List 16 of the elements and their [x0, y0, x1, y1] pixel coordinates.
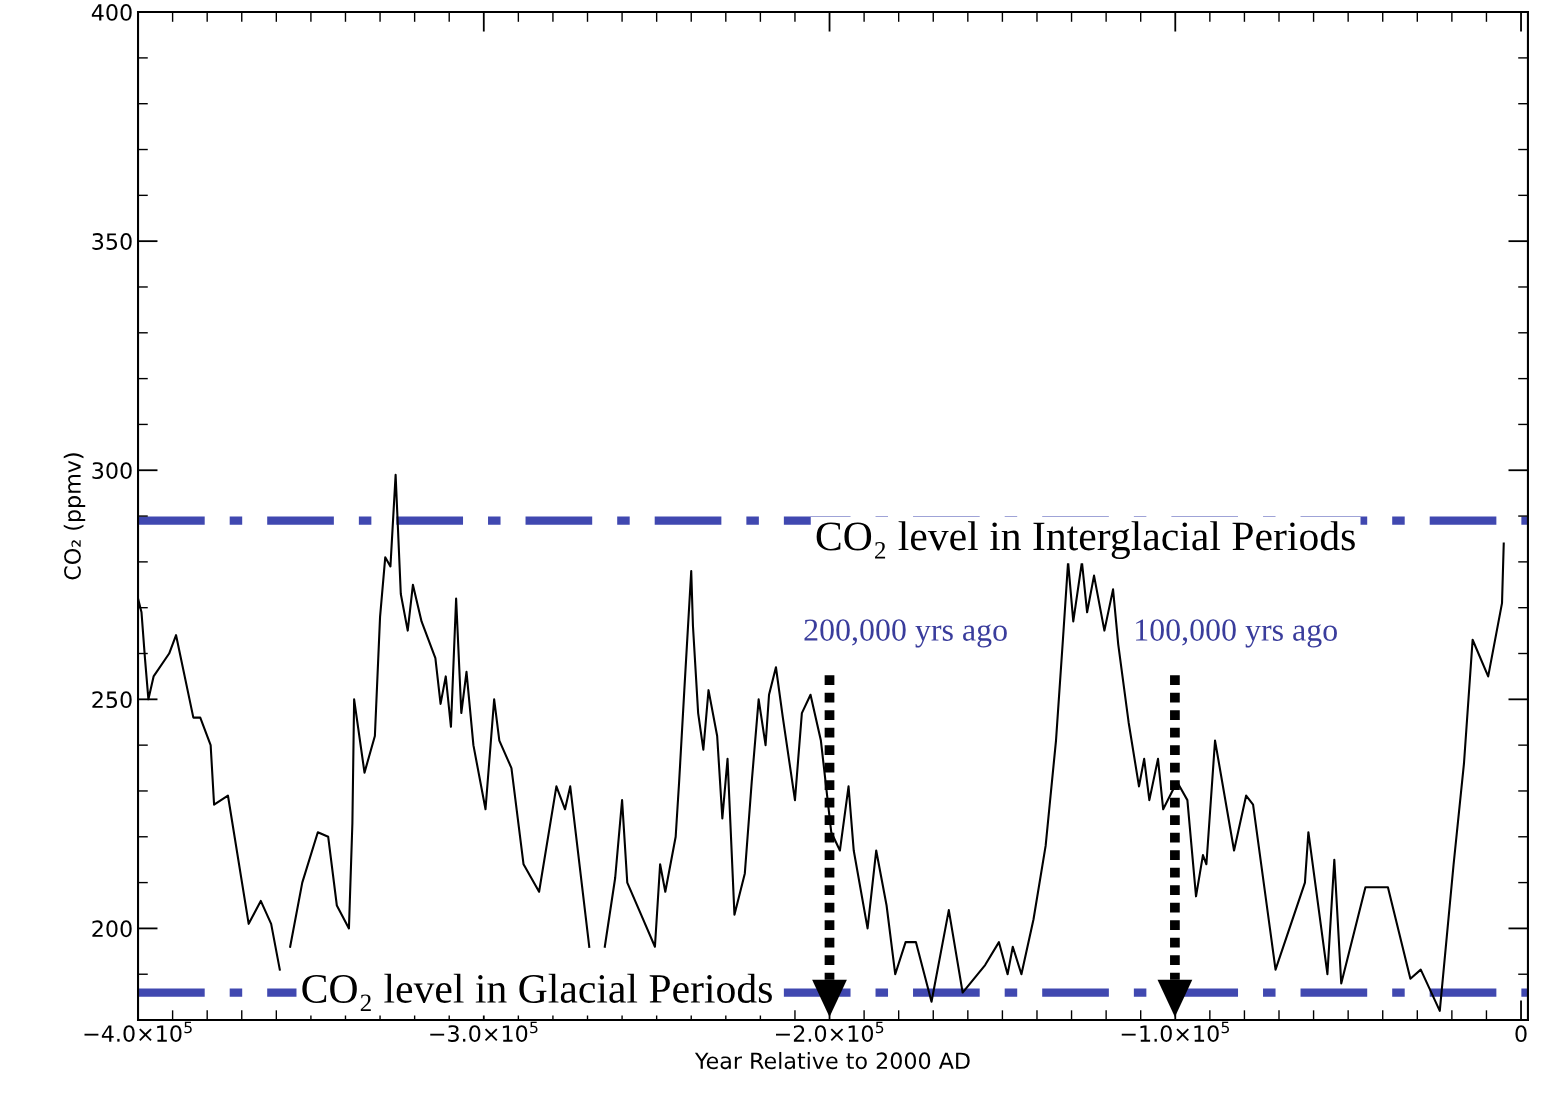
y-tick-label: 350	[92, 233, 132, 250]
x-tick-label: −1.0×10$^{5}$	[1121, 1021, 1229, 1042]
y-tick-label: 300	[92, 462, 132, 479]
y-tick-label: 200	[92, 920, 132, 938]
y-tick-label: 400	[91, 4, 132, 21]
x-tick-label: −4.0×10$^{5}$	[84, 1021, 192, 1042]
annotation: 100,000 yrs ago	[1136, 619, 1337, 648]
x-tick-label: −2.0×10$^{5}$	[776, 1021, 884, 1042]
y-axis-title: CO₂ (ppmv)	[63, 453, 86, 580]
annotation: 200,000 yrs ago	[804, 619, 1007, 648]
x-tick-label: 0	[1515, 1025, 1527, 1043]
ref-line-label: CO₂ level in Interglacial Periods	[816, 521, 1355, 560]
ref-line-label: CO₂ level in Glacial Periods	[302, 973, 772, 1012]
y-tick-label: 250	[92, 691, 132, 709]
x-tick-label: −3.0×10$^{5}$	[430, 1021, 538, 1042]
x-axis-title: Year Relative to 2000 AD	[694, 1051, 970, 1070]
